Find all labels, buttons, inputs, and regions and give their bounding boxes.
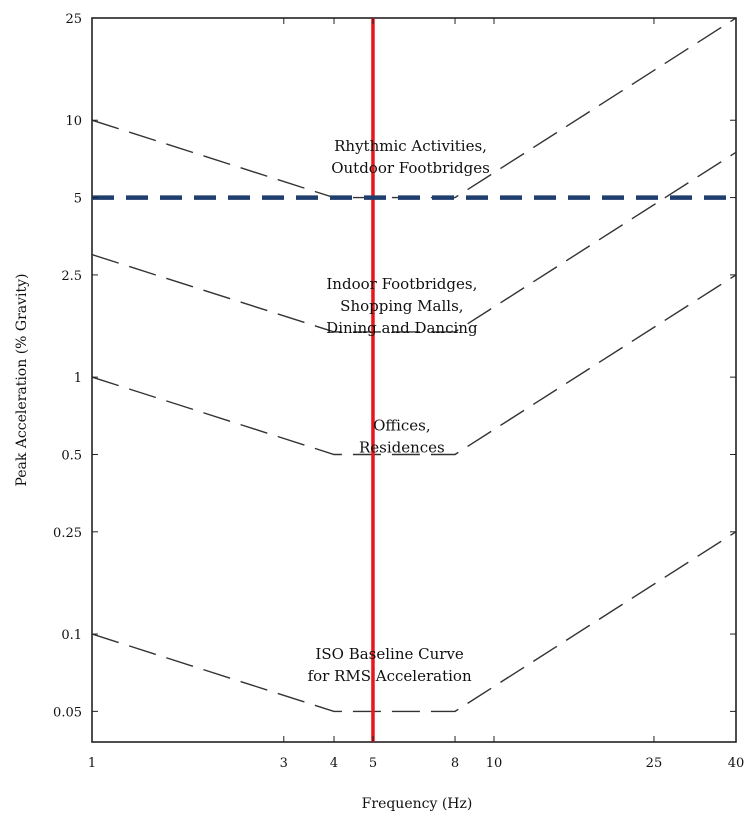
series-layer [91, 17, 737, 713]
y-tick-label: 5 [74, 192, 82, 207]
x-axis: 1 3 4 5 8 10 25 40 [88, 18, 744, 771]
x-tick-label: 25 [646, 756, 663, 771]
region-label-1: Rhythmic Activities, Outdoor Footbridges [331, 137, 490, 177]
y-tick-label: 0.1 [61, 628, 82, 643]
x-tick-label: 8 [451, 756, 459, 771]
region-label-3: Offices, Residences [359, 416, 445, 456]
region-label-line: Shopping Malls, [340, 297, 463, 315]
x-axis-title: Frequency (Hz) [362, 796, 473, 812]
region-label-line: Dining and Dancing [326, 319, 478, 337]
x-tick-label: 40 [728, 756, 745, 771]
y-tick-label: 25 [65, 12, 82, 27]
region-label-line: Outdoor Footbridges [331, 159, 490, 177]
y-tick-label: 0.5 [61, 448, 82, 463]
region-label-line: Rhythmic Activities, [334, 137, 487, 155]
x-tick-label: 4 [330, 756, 338, 771]
x-tick-label: 10 [486, 756, 503, 771]
reference-lines [92, 18, 736, 742]
annotations: Rhythmic Activities, Outdoor Footbridges I… [308, 137, 490, 685]
threshold-curve-1 [91, 531, 737, 713]
region-label-2: Indoor Footbridges, Shopping Malls, Dining… [326, 275, 478, 337]
y-axis-title: Peak Acceleration (% Gravity) [14, 273, 30, 486]
y-tick-label: 1 [74, 371, 82, 386]
region-label-line: for RMS Acceleration [308, 667, 472, 685]
x-tick-label: 3 [280, 756, 288, 771]
x-tick-label: 5 [369, 756, 377, 771]
y-tick-label: 10 [65, 114, 82, 129]
threshold-curve-3 [91, 151, 737, 333]
threshold-curve-2 [91, 274, 737, 456]
plot-frame [91, 17, 737, 743]
threshold-curve-4 [91, 17, 737, 199]
y-tick-label: 0.05 [53, 705, 82, 720]
y-tick-label: 0.25 [53, 526, 82, 541]
region-label-line: Residences [359, 438, 445, 456]
y-tick-label: 2.5 [61, 269, 82, 284]
y-axis: 0.05 0.1 0.25 0.5 1 2.5 5 10 25 [53, 12, 736, 720]
region-label-line: Indoor Footbridges, [326, 275, 477, 293]
region-label-line: Offices, [373, 416, 431, 434]
region-label-line: ISO Baseline Curve [315, 645, 463, 663]
region-label-4: ISO Baseline Curve for RMS Acceleration [308, 645, 472, 685]
x-tick-label: 1 [88, 756, 96, 771]
